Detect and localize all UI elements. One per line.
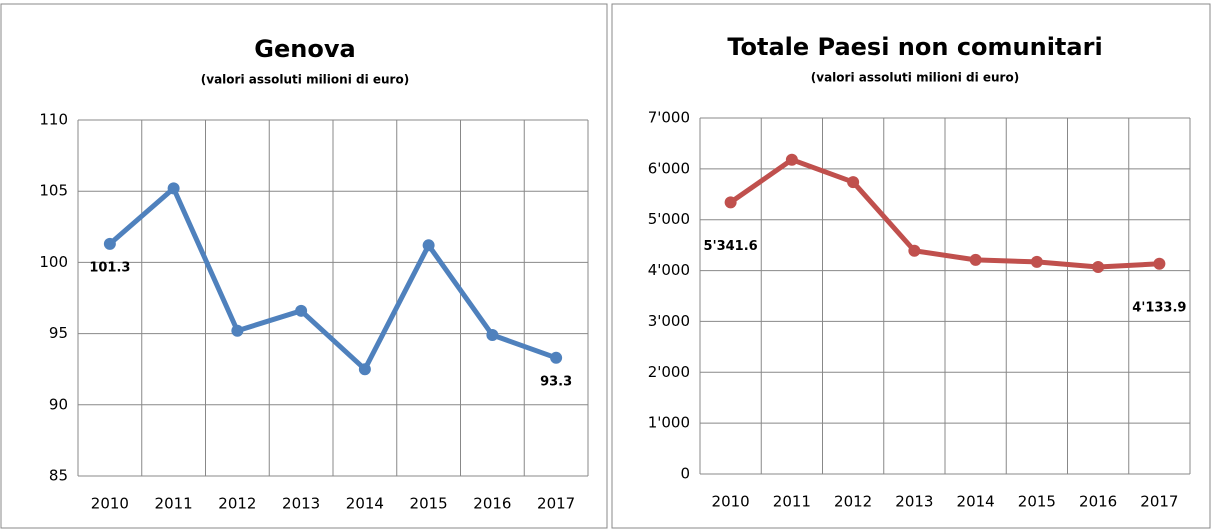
x-tick-label: 2016 <box>473 495 511 513</box>
data-label: 93.3 <box>540 374 572 389</box>
y-tick-label: 1'000 <box>648 414 690 432</box>
point <box>167 182 180 195</box>
y-tick-label: 7'000 <box>648 109 690 127</box>
chart-title: Totale Paesi non comunitari <box>727 33 1102 61</box>
chart-subtitle: (valori assoluti milioni di euro) <box>201 73 409 87</box>
x-tick-label: 2013 <box>282 495 320 513</box>
chart-title: Genova <box>254 35 355 63</box>
x-tick-label: 2010 <box>712 493 750 511</box>
x-tick-label: 2012 <box>834 493 872 511</box>
point <box>422 239 435 252</box>
y-tick-label: 105 <box>39 182 68 200</box>
point <box>486 329 499 342</box>
y-tick-label: 100 <box>39 253 68 271</box>
x-tick-label: 2014 <box>346 495 384 513</box>
y-tick-label: 0 <box>680 465 690 483</box>
point <box>295 304 308 317</box>
point <box>908 244 921 257</box>
line <box>108 185 557 372</box>
point <box>1153 257 1166 270</box>
point <box>1092 261 1105 274</box>
point <box>550 351 563 364</box>
x-tick-label: 2015 <box>1018 493 1056 511</box>
y-tick-label: 110 <box>39 111 68 129</box>
x-tick-label: 2017 <box>537 495 575 513</box>
point <box>847 176 860 189</box>
y-tick-label: 95 <box>49 324 68 342</box>
x-tick-label: 2012 <box>218 495 256 513</box>
y-tick-label: 2'000 <box>648 363 690 381</box>
x-tick-label: 2016 <box>1079 493 1117 511</box>
y-tick-label: 3'000 <box>648 312 690 330</box>
panel-border <box>611 3 1211 529</box>
x-tick-label: 2015 <box>410 495 448 513</box>
y-tick-label: 4'000 <box>648 261 690 279</box>
chart-subtitle: (valori assoluti milioni di euro) <box>811 71 1019 85</box>
x-tick-label: 2014 <box>957 493 995 511</box>
point <box>358 363 371 376</box>
panel-border <box>0 3 608 529</box>
data-label: 4'133.9 <box>1132 300 1186 315</box>
x-tick-label: 2011 <box>773 493 811 511</box>
point <box>103 237 116 250</box>
x-tick-label: 2013 <box>895 493 933 511</box>
y-tick-label: 85 <box>49 467 68 485</box>
point <box>969 253 982 266</box>
line <box>729 157 1160 270</box>
point <box>1030 255 1043 268</box>
x-tick-label: 2011 <box>155 495 193 513</box>
y-tick-label: 5'000 <box>648 210 690 228</box>
point <box>785 153 798 166</box>
y-tick-label: 6'000 <box>648 159 690 177</box>
point <box>724 196 737 209</box>
y-tick-label: 90 <box>49 395 68 413</box>
data-label: 101.3 <box>89 260 130 275</box>
point <box>231 324 244 337</box>
x-tick-label: 2010 <box>91 495 129 513</box>
x-tick-label: 2017 <box>1140 493 1178 511</box>
data-label: 5'341.6 <box>704 239 758 254</box>
